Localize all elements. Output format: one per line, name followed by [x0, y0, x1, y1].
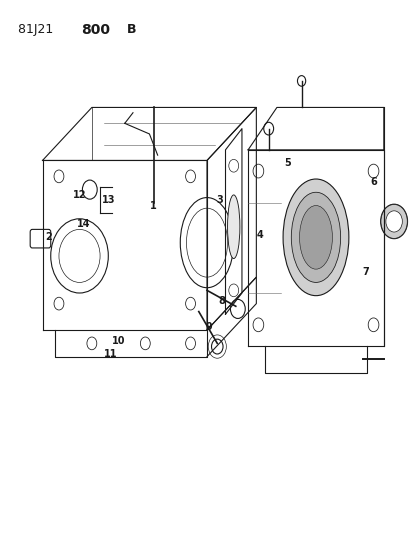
- Text: 11: 11: [103, 349, 117, 359]
- Text: 5: 5: [283, 158, 290, 168]
- Text: 2: 2: [45, 232, 52, 243]
- Ellipse shape: [227, 195, 239, 259]
- Ellipse shape: [291, 192, 340, 282]
- Text: 3: 3: [216, 195, 222, 205]
- Circle shape: [380, 205, 406, 238]
- Circle shape: [185, 337, 195, 350]
- Circle shape: [140, 337, 150, 350]
- Circle shape: [297, 76, 305, 86]
- Text: 6: 6: [369, 176, 376, 187]
- Circle shape: [87, 337, 97, 350]
- Circle shape: [228, 284, 238, 297]
- Ellipse shape: [282, 179, 348, 296]
- Text: 14: 14: [77, 219, 90, 229]
- Circle shape: [263, 122, 273, 135]
- Text: 13: 13: [101, 195, 115, 205]
- Circle shape: [228, 159, 238, 172]
- Circle shape: [211, 339, 223, 354]
- Text: 12: 12: [73, 190, 86, 200]
- Ellipse shape: [299, 206, 332, 269]
- Circle shape: [230, 300, 244, 318]
- Text: 7: 7: [361, 267, 368, 277]
- Text: 8: 8: [217, 296, 224, 306]
- Text: 4: 4: [256, 230, 263, 240]
- Circle shape: [385, 211, 401, 232]
- Text: 10: 10: [112, 336, 125, 346]
- Text: 1: 1: [150, 200, 157, 211]
- Text: 800: 800: [81, 22, 110, 37]
- FancyBboxPatch shape: [30, 229, 51, 248]
- Text: 81J21: 81J21: [18, 22, 57, 36]
- Text: 9: 9: [205, 322, 212, 333]
- Text: B: B: [126, 22, 136, 36]
